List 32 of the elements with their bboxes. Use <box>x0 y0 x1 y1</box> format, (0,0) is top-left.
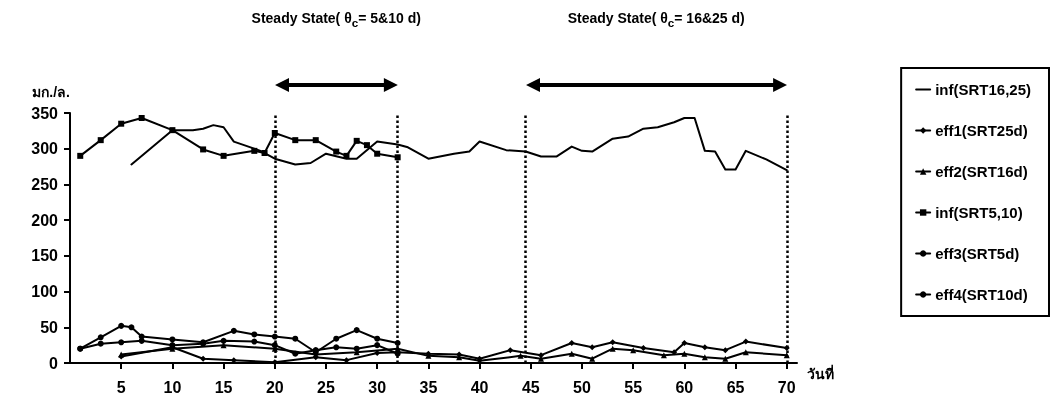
y-tick-label: 50 <box>40 318 59 336</box>
text: Steady State( θ$_{c}$= 5&10 d) <box>251 10 421 29</box>
x-tick-label: 5 <box>116 378 126 396</box>
legend-label: inf(SRT16,25) <box>935 81 1032 98</box>
x-tick-label: 60 <box>675 378 694 396</box>
legend-label: eff1(SRT25d) <box>935 122 1028 139</box>
legend-label: eff4(SRT10d) <box>935 286 1028 303</box>
x-tick-label: 65 <box>726 378 745 396</box>
x-tick-label: 30 <box>368 378 387 396</box>
y-tick-label: 300 <box>31 140 59 158</box>
x-tick-label: 15 <box>214 378 233 396</box>
x-tick-label: 10 <box>163 378 182 396</box>
x-tick-label: 70 <box>777 378 796 396</box>
legend-label: eff3(SRT5d) <box>935 245 1020 262</box>
legend-label: eff2(SRT16d) <box>935 163 1028 180</box>
legend-label: inf(SRT5,10) <box>935 204 1023 221</box>
y-tick-label: 200 <box>31 211 59 229</box>
x-tick-label: 55 <box>624 378 643 396</box>
y-tick-label: 350 <box>31 104 59 122</box>
x-tick-label: 45 <box>521 378 540 396</box>
y-tick-label: 150 <box>31 247 59 265</box>
y-tick-label: 250 <box>31 175 59 193</box>
y-tick-label: 100 <box>31 283 59 301</box>
y-axis-title: มก./ล. <box>32 84 70 100</box>
x-tick-label: 40 <box>470 378 489 396</box>
x-tick-label: 20 <box>265 378 284 396</box>
x-tick-label: 50 <box>573 378 591 396</box>
text: Steady State( θ$_{c}$= 16&25 d) <box>567 10 745 29</box>
y-tick-label: 0 <box>49 354 59 372</box>
x-tick-label: 35 <box>419 378 438 396</box>
x-axis-title: วันที่ <box>807 364 834 382</box>
x-tick-label: 25 <box>317 378 335 396</box>
